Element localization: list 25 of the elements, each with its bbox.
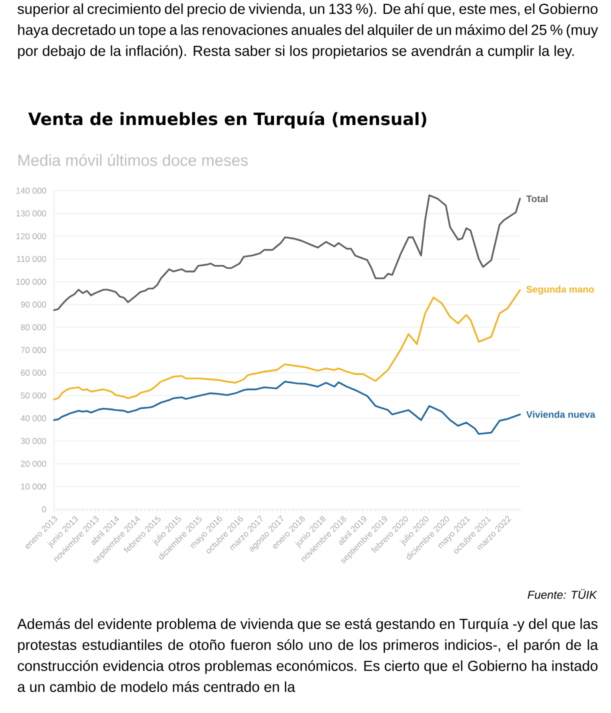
text: superior al crecimiento del precio de vivienda, un 133 %). De ahí que, este mes, el Gobierno haya decretado un tope a las renovaciones anuales del alquiler de un máximo del 25 % (muy por debajo de la inflación). Resta saber si los propietarios se avendrán a cumplir la ley. <box>18 3 598 59</box>
text: Además del evidente problema de vivienda que se está gestando en Turquía -y del que las protestas estudiantiles de otoño fueron sólo uno de los primeros indicios-, el parón de la construcción evidencia otros problemas económicos. Es cierto que el Gobierno ha instado a un cambio de modelo más centrado en la <box>17 618 598 692</box>
y-tick-label: 90 000 <box>20 301 46 308</box>
y-tick-label: 80 000 <box>20 324 46 330</box>
y-tick-label: 20 000 <box>20 460 46 467</box>
y-tick-label: 140 000 <box>16 188 46 194</box>
y-tick-label: 40 000 <box>20 415 46 422</box>
y-tick-label: 110 000 <box>17 256 46 262</box>
chart-title: Venta de inmuebles en Turquía (mensual) <box>28 111 426 129</box>
y-tick-label: 30 000 <box>20 438 46 444</box>
series-label: Segunda mano <box>526 286 594 295</box>
line-series <box>53 380 521 435</box>
series-label: Vivienda nueva <box>526 410 596 418</box>
y-tick-label: 10 000 <box>21 484 46 490</box>
chart-subtitle: Media móvil últimos doce meses <box>18 154 248 166</box>
y-tick-label: 130 000 <box>16 210 46 216</box>
y-tick-label: 120 000 <box>16 233 46 240</box>
y-tick-label: 60 000 <box>20 370 46 376</box>
y-tick-label: 50 000 <box>20 392 46 399</box>
source-note: Fuente: TÜIK <box>528 589 598 599</box>
y-tick-label: 100 000 <box>16 278 46 285</box>
y-tick-label: 0 <box>42 506 46 512</box>
series-label: Total <box>526 195 548 202</box>
y-tick-label: 70 000 <box>20 346 46 353</box>
line-series <box>53 289 521 400</box>
